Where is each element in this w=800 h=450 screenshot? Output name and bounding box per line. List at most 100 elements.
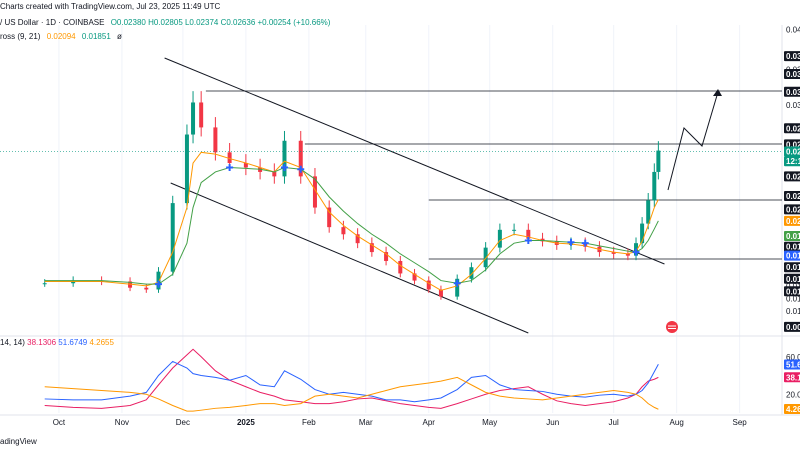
price-tag-text: 0.02 <box>786 124 800 133</box>
price-tag: 12:1 <box>784 156 800 166</box>
oscillator-tag: 38.1 <box>784 372 800 382</box>
brand-text: adingView <box>0 437 37 446</box>
time-axis-label: Nov <box>115 418 129 427</box>
price-tag-text: 0.03 <box>786 70 800 79</box>
price-tag-bg <box>784 51 800 62</box>
price-axis-label: 0.01 <box>786 307 800 316</box>
oscillator-legend[interactable]: 14, 14) 38.1306 51.6749 4.2655 <box>0 338 114 347</box>
oscillator-line-1 <box>44 348 659 409</box>
price-tag-text: 0.02 <box>786 147 800 156</box>
price-tag-bg <box>784 171 800 182</box>
cross-marker-icon <box>567 238 575 246</box>
time-axis-label: Feb <box>302 418 316 427</box>
cross-marker-icon <box>453 279 461 287</box>
price-tag-text: 0.01 <box>786 263 800 272</box>
cross-marker <box>524 236 532 244</box>
price-axis-label: 0.01 <box>786 294 800 303</box>
candle-body <box>512 229 517 231</box>
price-tag-text: 0.01 <box>786 275 800 284</box>
price-tag-bg <box>784 231 800 242</box>
symbol-legend[interactable]: / US Dollar · 1D · COINBASE O0.02380 H0.… <box>0 18 334 27</box>
candle-body <box>341 227 346 235</box>
price-tag-bg <box>784 156 800 167</box>
cross-marker <box>154 280 162 288</box>
price-tag: 0.02 <box>784 146 800 156</box>
ohlc-values: O0.02380 H0.02805 L0.02374 C0.02636 +0.0… <box>110 18 331 27</box>
candle-body <box>355 234 360 244</box>
candle-body <box>497 229 502 248</box>
indicator-legend[interactable]: ross (9, 21) 0.02094 0.01851 ø <box>0 32 126 41</box>
candle-body <box>42 283 47 285</box>
price-tag-bg <box>784 86 800 97</box>
chart-watermark-text: Charts created with TradingView.com, Jul… <box>0 2 224 11</box>
time-axis-label: May <box>482 418 497 427</box>
price-tag-text: 12:1 <box>786 157 800 166</box>
event-badge <box>666 321 678 333</box>
price-tag: 0.03 <box>784 86 800 97</box>
price-tag-text: 0.00 <box>786 323 800 332</box>
price-tag-bg <box>784 321 800 332</box>
symbol-title: / US Dollar · 1D · COINBASE <box>0 18 105 27</box>
event-badge-lines <box>668 325 676 329</box>
candle-body <box>646 200 651 224</box>
candle-body <box>369 243 374 253</box>
oscillator-name: 14, 14) <box>0 338 25 347</box>
candle-body <box>438 289 443 297</box>
price-tag-text: 0.02 <box>786 192 800 201</box>
price-tag: 0.02 <box>784 123 800 133</box>
oscillator-tag-bg <box>784 359 800 370</box>
price-tag-text: 0.01 <box>786 287 800 296</box>
candle-body <box>170 203 175 272</box>
ema-slow-line <box>44 166 659 285</box>
candle-body <box>483 247 488 268</box>
price-tag: 0.01 <box>784 273 800 284</box>
candle-body <box>412 273 417 281</box>
candle-body <box>656 150 661 172</box>
candle-body <box>199 102 204 128</box>
time-axis-label: Oct <box>53 418 66 427</box>
candle-body <box>312 176 317 208</box>
price-tag: 0.02 <box>784 215 800 226</box>
price-axis-label: 0.04 <box>786 25 800 34</box>
cross-marker <box>226 163 234 171</box>
oscillator-value-3: 4.2655 <box>89 338 114 347</box>
candle-body <box>455 278 460 297</box>
price-tag: 0.01 <box>784 250 800 261</box>
channel-lower-trendline <box>170 182 529 334</box>
time-axis-label: Dec <box>176 418 190 427</box>
price-tag-bg <box>784 68 800 79</box>
price-tag-bg <box>784 250 800 261</box>
price-tag-text: 0.03 <box>786 52 800 61</box>
indicator-value-slow: 0.01851 <box>81 32 111 41</box>
indicator-hide-icon[interactable]: ø <box>117 32 122 41</box>
oscillator-tag-text: 38.1 <box>786 373 800 382</box>
price-tag: 0.03 <box>784 68 800 79</box>
time-axis-label: Jun <box>546 418 559 427</box>
cross-marker-icon <box>632 248 640 256</box>
cross-marker-icon <box>154 280 162 288</box>
price-tag-text: 0.01 <box>786 252 800 261</box>
created-with-text: Charts created with TradingView.com, Jul… <box>0 2 221 11</box>
price-tag-bg <box>784 273 800 284</box>
ema-fast-line <box>44 151 659 291</box>
price-tag: 0.02 <box>784 190 800 201</box>
oscillator-axis-label: 20.0 <box>786 390 800 399</box>
price-tag: 0.01 <box>784 262 800 272</box>
candle-body <box>144 287 149 290</box>
candle-body <box>156 271 161 290</box>
price-tag: 0.02 <box>784 204 800 214</box>
price-tag-bg <box>784 123 800 134</box>
candle-body <box>327 207 332 228</box>
tradingview-brand: adingView <box>0 437 37 446</box>
oscillator-tag-text: 51.6 <box>786 361 800 370</box>
oscillator-tag: 4.26 <box>784 403 800 414</box>
time-axis-label: Jul <box>609 418 619 427</box>
cross-marker <box>632 248 640 256</box>
candle-body <box>227 152 232 164</box>
price-tag-bg <box>784 190 800 201</box>
price-tag: 0.02 <box>784 171 800 181</box>
cross-marker <box>453 279 461 287</box>
cross-marker-icon <box>226 163 234 171</box>
oscillator-line-2 <box>44 360 659 403</box>
